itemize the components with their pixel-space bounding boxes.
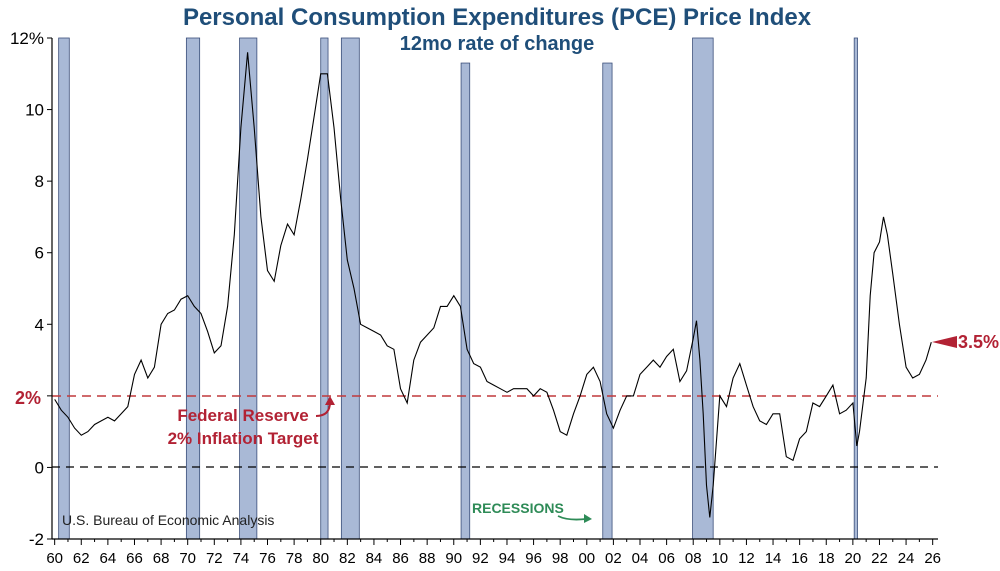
recession-bars	[58, 37, 858, 540]
x-tick-label: 84	[366, 550, 383, 567]
source-label: U.S. Bureau of Economic Analysis	[62, 512, 274, 528]
recessions-label: RECESSIONS	[472, 500, 564, 516]
y-tick-label: 0	[35, 458, 44, 477]
x-tick-label: 10	[711, 550, 728, 567]
x-tick-label: 16	[791, 550, 808, 567]
y-tick-label: 4	[35, 315, 44, 334]
x-tick-label: 98	[552, 550, 569, 567]
y-tick-label: 10	[25, 101, 44, 120]
y-tick-label: 8	[35, 172, 44, 191]
x-tick-label: 24	[898, 550, 915, 567]
x-tick-label: 72	[206, 550, 223, 567]
y-tick-label: 6	[35, 244, 44, 263]
x-tick-label: 62	[73, 550, 90, 567]
x-tick-label: 74	[233, 550, 250, 567]
x-tick-label: 70	[179, 550, 196, 567]
x-axis: 60 62 64 66 68 70 72 74 76 78 80 82 84 86 88 90 92 94 96 98…	[46, 539, 941, 567]
recessions-arrow	[557, 515, 587, 521]
latest-value-label: 3.5%	[958, 332, 999, 352]
x-tick-label: 26	[924, 550, 941, 567]
chart-subtitle: 12mo rate of change	[400, 33, 595, 55]
fed-target-annotation-line1: Federal Reserve	[177, 406, 308, 425]
plot-frame	[51, 38, 938, 540]
x-tick-label: 82	[339, 550, 356, 567]
latest-value-pointer	[932, 336, 957, 348]
recessions-arrowhead	[584, 514, 592, 523]
x-tick-label: 88	[419, 550, 436, 567]
x-tick-label: 12	[738, 550, 755, 567]
two-percent-label: 2%	[15, 388, 41, 408]
fed-target-arrowhead	[325, 396, 335, 405]
recession-bar	[340, 37, 360, 540]
x-tick-label: 00	[578, 550, 595, 567]
x-tick-label: 94	[499, 550, 516, 567]
x-tick-label: 60	[46, 550, 63, 567]
y-tick-label: 12%	[10, 29, 44, 48]
x-tick-label: 04	[632, 550, 649, 567]
pce-series-line	[54, 52, 932, 518]
x-tick-label: 08	[685, 550, 702, 567]
recession-bar	[185, 37, 201, 540]
x-tick-label: 68	[153, 550, 170, 567]
recession-bar	[692, 37, 714, 540]
recession-bar	[58, 37, 70, 540]
x-tick-label: 66	[126, 550, 143, 567]
x-tick-label: 64	[100, 550, 117, 567]
y-tick-label: -2	[29, 530, 44, 549]
x-tick-label: 80	[312, 550, 329, 567]
x-tick-label: 92	[472, 550, 489, 567]
x-tick-label: 90	[445, 550, 462, 567]
recession-bar	[320, 37, 329, 540]
fed-target-annotation-line2: 2% Inflation Target	[168, 429, 319, 448]
x-tick-label: 14	[765, 550, 782, 567]
x-tick-label: 18	[818, 550, 835, 567]
x-tick-label: 96	[525, 550, 542, 567]
x-tick-label: 78	[286, 550, 303, 567]
x-tick-label: 06	[658, 550, 675, 567]
chart-title: Personal Consumption Expenditures (PCE) …	[183, 4, 812, 31]
x-tick-label: 76	[259, 550, 276, 567]
x-tick-label: 86	[392, 550, 409, 567]
y-axis: -2 0 4 6 8 10 12%	[10, 29, 52, 549]
recession-bar	[853, 37, 858, 540]
x-tick-label: 22	[871, 550, 888, 567]
x-tick-label: 20	[845, 550, 862, 567]
x-tick-label: 02	[605, 550, 622, 567]
